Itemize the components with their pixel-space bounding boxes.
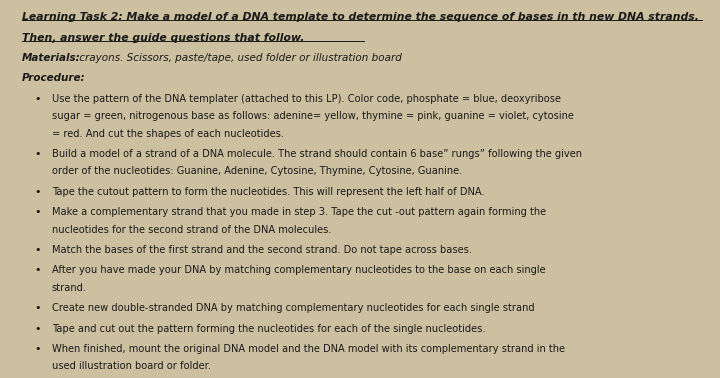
Text: Tape and cut out the pattern forming the nucleotides for each of the single nucl: Tape and cut out the pattern forming the…	[52, 324, 485, 333]
Text: •: •	[35, 324, 41, 333]
Text: order of the nucleotides: Guanine, Adenine, Cytosine, Thymine, Cytosine, Guanine: order of the nucleotides: Guanine, Adeni…	[52, 166, 462, 176]
Text: Match the bases of the first strand and the second strand. Do not tape across ba: Match the bases of the first strand and …	[52, 245, 472, 255]
Text: Learning Task 2: Make a model of a DNA template to determine the sequence of bas: Learning Task 2: Make a model of a DNA t…	[22, 12, 698, 22]
Text: crayons. Scissors, paste/tape, used folder or illustration board: crayons. Scissors, paste/tape, used fold…	[76, 53, 402, 63]
Text: When finished, mount the original DNA model and the DNA model with its complemen: When finished, mount the original DNA mo…	[52, 344, 565, 354]
Text: Materials:: Materials:	[22, 53, 81, 63]
Text: Then, answer the guide questions that follow.: Then, answer the guide questions that fo…	[22, 33, 304, 42]
Text: Make a complementary strand that you made in step 3. Tape the cut -out pattern a: Make a complementary strand that you mad…	[52, 207, 546, 217]
Text: •: •	[35, 245, 41, 255]
Text: •: •	[35, 149, 41, 159]
Text: After you have made your DNA by matching complementary nucleotides to the base o: After you have made your DNA by matching…	[52, 265, 546, 275]
Text: •: •	[35, 207, 41, 217]
Text: •: •	[35, 187, 41, 197]
Text: Use the pattern of the DNA templater (attached to this LP). Color code, phosphat: Use the pattern of the DNA templater (at…	[52, 94, 561, 104]
Text: used illustration board or folder.: used illustration board or folder.	[52, 361, 211, 371]
Text: Tape the cutout pattern to form the nucleotides. This will represent the left ha: Tape the cutout pattern to form the nucl…	[52, 187, 485, 197]
Text: •: •	[35, 303, 41, 313]
Text: •: •	[35, 94, 41, 104]
Text: •: •	[35, 265, 41, 275]
Text: Create new double-stranded DNA by matching complementary nucleotides for each si: Create new double-stranded DNA by matchi…	[52, 303, 534, 313]
Text: = red. And cut the shapes of each nucleotides.: = red. And cut the shapes of each nucleo…	[52, 129, 284, 138]
Text: strand.: strand.	[52, 283, 87, 293]
Text: sugar = green, nitrogenous base as follows: adenine= yellow, thymine = pink, gua: sugar = green, nitrogenous base as follo…	[52, 111, 574, 121]
Text: Procedure:: Procedure:	[22, 73, 85, 83]
Text: •: •	[35, 344, 41, 354]
Text: nucleotides for the second strand of the DNA molecules.: nucleotides for the second strand of the…	[52, 225, 331, 234]
Text: Build a model of a strand of a DNA molecule. The strand should contain 6 base” r: Build a model of a strand of a DNA molec…	[52, 149, 582, 159]
